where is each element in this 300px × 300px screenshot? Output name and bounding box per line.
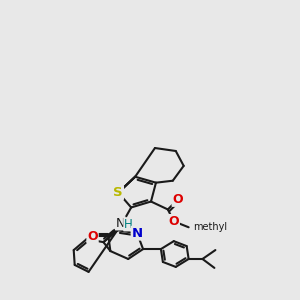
Text: O: O [87,230,98,243]
Text: N: N [116,217,125,230]
Text: N: N [132,227,143,240]
Text: O: O [169,215,179,228]
Text: O: O [172,193,183,206]
Text: S: S [113,186,123,199]
Text: H: H [124,218,133,231]
Text: methyl: methyl [194,222,228,232]
